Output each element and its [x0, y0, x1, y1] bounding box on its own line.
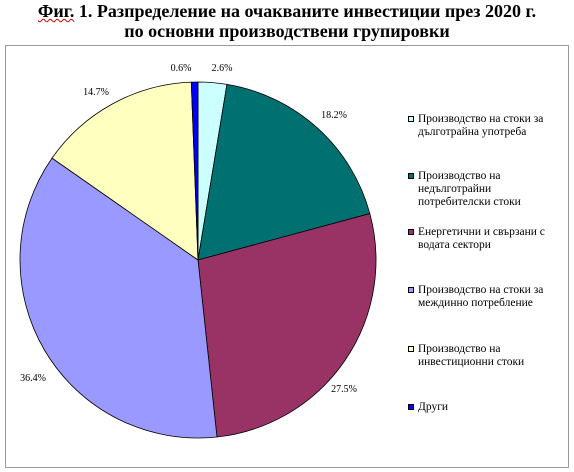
- data-label-5: 14.7%: [83, 87, 109, 98]
- legend-label-line: инвестиционни стоки: [418, 356, 525, 368]
- data-label-1: 2.6%: [212, 63, 233, 74]
- pie-slice-4: [19, 157, 218, 439]
- legend-label-line: междинно потребление: [418, 297, 533, 309]
- legend-label-line: Производство на: [418, 170, 501, 182]
- legend-swatch-1: [408, 116, 414, 122]
- legend-label-line: Енергетични и свързани с: [418, 226, 545, 238]
- legend-label-1: Производство на стоки за дълготрайна упот…: [418, 113, 568, 139]
- data-label-4: 36.4%: [20, 373, 46, 384]
- title-line2: по основни производствени групировки: [124, 21, 450, 41]
- legend-label-line: Производство на стоки за: [418, 113, 544, 125]
- legend-swatch-5: [408, 346, 414, 352]
- pie-slice-5: [51, 81, 199, 261]
- legend-swatch-2: [408, 173, 414, 179]
- legend-swatch-6: [408, 404, 414, 410]
- data-label-6: 0.6%: [171, 63, 192, 74]
- legend-swatch-4: [408, 287, 414, 293]
- legend-swatch-3: [408, 229, 414, 235]
- data-label-3: 27.5%: [331, 384, 357, 395]
- title-fig-label: Фиг.: [37, 1, 75, 21]
- pie-slice-2: [197, 83, 371, 261]
- legend-label-line: потребителски стоки: [418, 196, 521, 208]
- pie-slice-3: [197, 213, 377, 438]
- legend-label-line: Производство на: [418, 343, 501, 355]
- legend-label-3: Енергетични и свързани с водата сектори: [418, 226, 568, 252]
- legend-label-line: Други: [418, 401, 449, 413]
- legend-label-line: Производство на стоки за: [418, 284, 544, 296]
- legend-label-5: Производство на инвестиционни стоки: [418, 343, 568, 369]
- pie-slice-6: [190, 81, 199, 261]
- chart-title: Фиг. 1. Разпределение на очакваните инве…: [0, 1, 574, 41]
- data-label-2: 18.2%: [321, 110, 347, 121]
- legend-label-6: Други: [418, 401, 568, 414]
- legend-label-line: водата сектори: [418, 239, 491, 251]
- title-line1: 1. Разпределение на очакваните инвестици…: [74, 1, 537, 21]
- legend-label-2: Производство на недълготрайни потребителск…: [418, 170, 568, 209]
- legend-label-4: Производство на стоки за междинно потребл…: [418, 284, 568, 310]
- legend-label-line: недълготрайни: [418, 183, 492, 195]
- legend-label-line: дълготрайна употреба: [418, 126, 527, 138]
